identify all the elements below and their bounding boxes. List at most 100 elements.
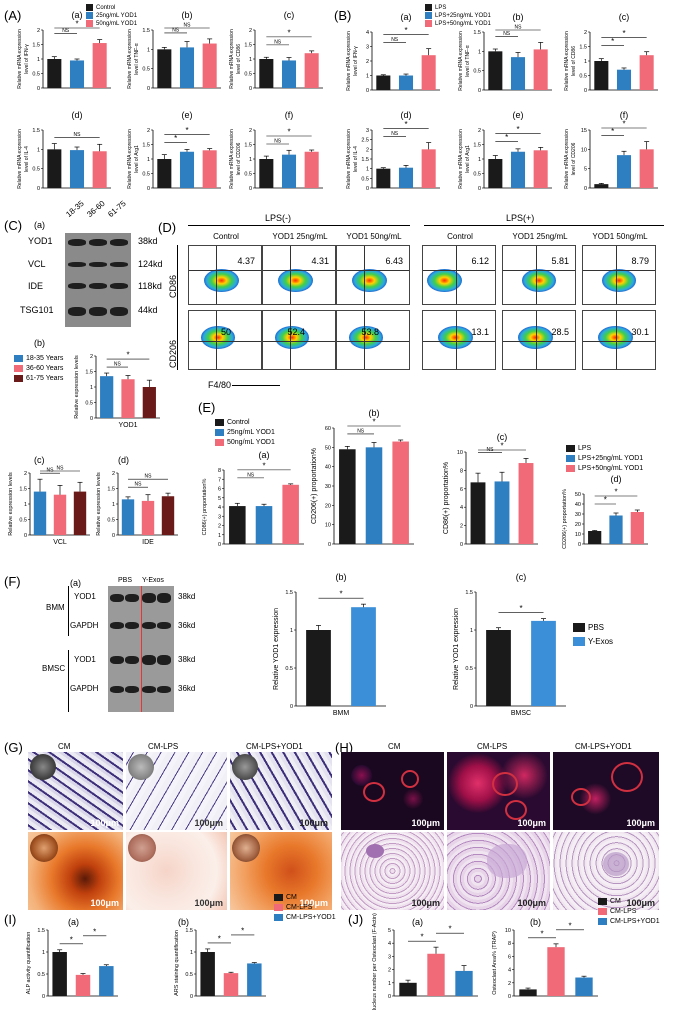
y-tick-label: 0 bbox=[37, 86, 40, 92]
flow-plot: 13.1 bbox=[422, 310, 496, 370]
y-tick-label: 0 bbox=[249, 186, 252, 192]
panel-c-label: (C) bbox=[4, 218, 23, 233]
y-tick-label: 1.5 bbox=[107, 487, 115, 493]
y-tick-label: 1.5 bbox=[244, 43, 252, 49]
ars-image-cm-lps: 100μm bbox=[126, 832, 227, 910]
flow-gate-value: 50 bbox=[220, 327, 231, 337]
panel-i-legend: CM CM-LPS CM-LPS+YOD1 bbox=[274, 893, 336, 923]
bar bbox=[141, 500, 155, 535]
chart-sub-label: (c) bbox=[619, 12, 630, 22]
y-tick-label: 2 bbox=[37, 28, 40, 34]
chart-i-b: 0 0.5 1 1.5 * * ARS staining quantification bbox=[174, 926, 266, 1000]
y-axis-label: ALP activity quantification bbox=[26, 932, 32, 995]
kd-label: 124kd bbox=[138, 259, 163, 269]
chart-e-a: 0 1 2 3 4 5 6 7 8 NS *(a) CD86(+) proportation% bbox=[202, 450, 304, 548]
y-axis-label: CD206(+) proportation% bbox=[562, 489, 568, 549]
y-tick-label: 2 bbox=[112, 471, 115, 477]
protein-label: IDE bbox=[28, 281, 44, 291]
sig-label: * bbox=[241, 926, 244, 935]
bar bbox=[488, 159, 503, 188]
y-tick-label: 1.5 bbox=[37, 928, 45, 934]
y-axis-label: level of CD86 bbox=[571, 46, 577, 76]
y-tick-label: 0 bbox=[218, 542, 221, 548]
y-tick-label: 1.5 bbox=[185, 928, 193, 934]
bar bbox=[304, 53, 319, 88]
legend-item: CM-LPS bbox=[286, 904, 313, 911]
sig-label: * bbox=[404, 26, 407, 35]
y-tick-label: 1 bbox=[90, 385, 93, 391]
bar bbox=[399, 982, 417, 996]
flow-col-label: YOD1 25ng/mL bbox=[272, 232, 328, 241]
chart-a-b: 0 0.5 1 1.5 NS NS (b) Relative mRNA expression l… bbox=[127, 10, 221, 92]
chart-sub-label: (f) bbox=[285, 110, 294, 120]
legend-item: 50ng/mL YOD1 bbox=[227, 439, 275, 446]
bar bbox=[161, 496, 175, 535]
panel-j-sub-b: (b) bbox=[530, 917, 541, 927]
y-axis-label: level of Arg1 bbox=[465, 145, 471, 173]
y-tick-label: 50 bbox=[325, 445, 331, 451]
sig-label: * bbox=[339, 590, 342, 599]
sig-label: * bbox=[287, 28, 290, 37]
bar bbox=[247, 963, 262, 996]
chart-a-d: 0 0.5 1 1.5 NS (d) Relative mRNA expression lev… bbox=[17, 110, 111, 192]
scale-bar: 100μm bbox=[194, 898, 223, 908]
y-tick-label: 60 bbox=[325, 426, 331, 432]
protein-label: YOD1 bbox=[28, 236, 53, 246]
y-tick-label: 20 bbox=[325, 503, 331, 509]
y-tick-label: 1 bbox=[478, 49, 481, 55]
sig-label: * bbox=[75, 20, 78, 29]
y-tick-label: 1 bbox=[24, 502, 27, 508]
sig-label: * bbox=[287, 128, 290, 137]
alp-image-cm-lps-yod1: 100μm bbox=[230, 752, 332, 830]
y-tick-label: 2 bbox=[366, 59, 369, 65]
bar bbox=[376, 75, 391, 90]
bar bbox=[616, 155, 632, 188]
panel-f-legend: PBS Y-Exos bbox=[573, 621, 613, 649]
y-tick-label: 5 bbox=[218, 496, 221, 502]
y-tick-label: 2 bbox=[460, 524, 463, 530]
bar bbox=[281, 154, 297, 188]
chart-e-b: 0 10 20 30 40 50 60 NS *(b) CD206(+) proportation… bbox=[311, 408, 414, 548]
y-tick-label: 1.5 bbox=[142, 143, 150, 149]
bar bbox=[157, 159, 172, 188]
y-axis-label: level of CD206 bbox=[571, 142, 577, 175]
y-tick-label: 1 bbox=[249, 57, 252, 63]
y-tick-label: 2 bbox=[147, 128, 150, 134]
y-tick-label: 2 bbox=[478, 128, 481, 134]
y-tick-label: 1 bbox=[190, 950, 193, 956]
panel-f-label: (F) bbox=[4, 574, 21, 589]
scale-bar: 100μm bbox=[517, 818, 546, 828]
y-tick-label: 3 bbox=[218, 514, 221, 520]
bar bbox=[616, 69, 632, 90]
flow-gate-value: 4.31 bbox=[311, 256, 329, 266]
y-tick-label: 0 bbox=[478, 186, 481, 192]
y-tick-label: 2 bbox=[366, 147, 369, 153]
sig-label: * bbox=[516, 125, 519, 134]
sig-label: NS bbox=[515, 25, 523, 31]
sig-label: * bbox=[611, 127, 614, 136]
y-tick-label: 30 bbox=[575, 512, 581, 518]
y-tick-label: 10 bbox=[325, 523, 331, 529]
bar bbox=[427, 953, 445, 996]
kd-label: 44kd bbox=[138, 305, 158, 315]
y-tick-label: 0.5 bbox=[579, 74, 587, 80]
panel-c-legend: 18-35 Years 36-60 Years 61-75 Years bbox=[14, 354, 63, 384]
protein-label: GAPDH bbox=[70, 684, 99, 693]
panel-i-label: (I) bbox=[4, 912, 17, 927]
y-tick-label: 0 bbox=[478, 88, 481, 94]
bar bbox=[494, 481, 510, 544]
sig-label: NS bbox=[274, 39, 282, 45]
bar bbox=[518, 463, 534, 544]
flow-plot: 53.8 bbox=[336, 310, 410, 370]
chart-j-a: 0 1 2 3 4 5 * * Nucleus number per Osteoclast (F… bbox=[372, 913, 478, 1010]
panel-j-label: (J) bbox=[348, 912, 364, 927]
y-tick-label: 0 bbox=[147, 186, 150, 192]
legend-item: CM-LPS+YOD1 bbox=[286, 914, 336, 921]
bar bbox=[421, 55, 436, 90]
y-tick-label: 0 bbox=[290, 704, 293, 710]
y-tick-label: 4 bbox=[366, 30, 369, 36]
flow-col-label: Control bbox=[447, 232, 473, 241]
y-tick-label: 1 bbox=[147, 47, 150, 53]
chart-b-d: 0 0.5 1 1.5 2 2.5 3 NS *(d) Relative mRNA express… bbox=[346, 110, 440, 192]
